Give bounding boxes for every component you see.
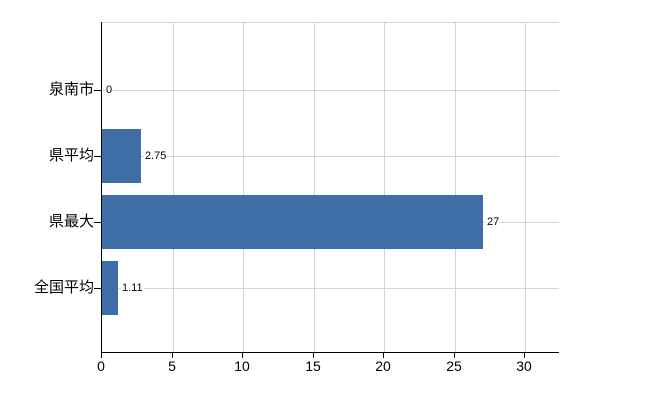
- bar: [102, 261, 118, 315]
- plot-top-border: [102, 22, 559, 23]
- x-axis-line: [101, 352, 559, 353]
- y-axis-tick: [94, 156, 101, 157]
- bar: [102, 195, 483, 249]
- bar-value-label: 1.11: [121, 281, 144, 295]
- vertical-gridline: [314, 22, 315, 352]
- x-axis-tick-label: 10: [234, 358, 250, 374]
- category-label: 全国平均: [33, 279, 94, 296]
- horizontal-gridline: [102, 288, 559, 289]
- x-axis-tick: [313, 353, 314, 358]
- y-axis-line: [101, 22, 102, 353]
- horizontal-gridline: [102, 90, 559, 91]
- vertical-gridline: [525, 22, 526, 352]
- vertical-gridline: [384, 22, 385, 352]
- x-axis-tick: [454, 353, 455, 358]
- x-axis-tick: [172, 353, 173, 358]
- vertical-gridline: [455, 22, 456, 352]
- x-axis-tick: [524, 353, 525, 358]
- vertical-gridline: [243, 22, 244, 352]
- category-label: 県最大: [48, 213, 94, 230]
- plot-area: 0 2.75 27 1.11: [102, 22, 559, 352]
- x-axis-tick-label: 15: [305, 358, 321, 374]
- y-axis-tick: [94, 90, 101, 91]
- bar-value-label: 27: [486, 215, 501, 229]
- x-axis-tick-label: 0: [97, 358, 105, 374]
- category-label: 県平均: [48, 147, 94, 164]
- bar-value-label: 0: [105, 83, 114, 97]
- x-axis-tick-label: 25: [446, 358, 462, 374]
- bar-value-label: 2.75: [144, 149, 168, 163]
- x-axis-tick: [383, 353, 384, 358]
- y-axis-tick: [94, 222, 101, 223]
- bar: [102, 129, 141, 183]
- category-label: 泉南市: [48, 81, 94, 98]
- y-axis-tick: [94, 288, 101, 289]
- vertical-gridline: [173, 22, 174, 352]
- x-axis-tick-label: 5: [168, 358, 176, 374]
- x-axis-tick: [101, 353, 102, 358]
- x-axis-tick-label: 30: [516, 358, 532, 374]
- horizontal-gridline: [102, 156, 559, 157]
- x-axis-tick-label: 20: [375, 358, 391, 374]
- x-axis-tick: [242, 353, 243, 358]
